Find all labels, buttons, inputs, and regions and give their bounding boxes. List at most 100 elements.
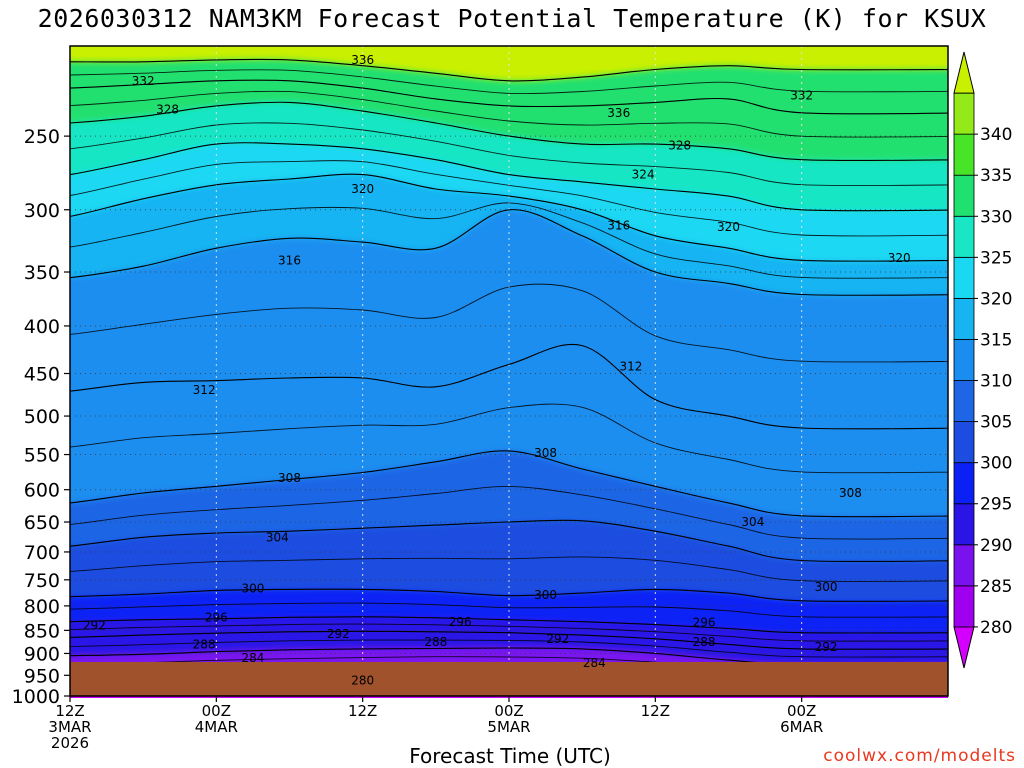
- contour-label-text: 280: [351, 673, 374, 687]
- x-tick-label: 12Z: [55, 702, 84, 720]
- contour-label-21: 300: [815, 580, 838, 594]
- contour-308: [70, 450, 948, 518]
- y-tick-label: 350: [24, 262, 60, 284]
- contour-mid-332: [70, 69, 948, 95]
- contour-label-text: 324: [632, 168, 655, 182]
- colorbar-label: 305: [980, 413, 1012, 433]
- colorbar-swatch: [953, 256, 975, 299]
- x-tick-label: 6MAR: [780, 718, 823, 736]
- contour-324: [70, 142, 948, 212]
- colorbar-label: 335: [980, 166, 1012, 186]
- contour-label-25: 292: [83, 619, 106, 633]
- contour-mid-316: [70, 202, 948, 279]
- contour-label-text: 320: [717, 220, 740, 234]
- contour-label-text: 288: [193, 637, 216, 651]
- y-tick-label: 550: [24, 445, 60, 467]
- colorbar-swatch: [953, 297, 975, 340]
- contour-label-23: 296: [449, 615, 472, 629]
- contour-mid-312: [70, 283, 948, 363]
- source-credit: coolwx.com/modelts: [823, 746, 1016, 766]
- colorbar-swatch: [953, 585, 975, 628]
- contour-mid-288: [70, 639, 948, 658]
- contour-316: [70, 209, 948, 296]
- colorbar-swatch: [953, 339, 975, 381]
- contour-label-text: 312: [193, 383, 216, 397]
- contour-label-11: 320: [888, 251, 911, 265]
- contour-label-text: 328: [156, 102, 179, 116]
- contour-label-text: 328: [668, 139, 691, 153]
- y-tick-label: 400: [24, 316, 60, 338]
- contour-label-text: 292: [83, 619, 106, 633]
- contour-label-text: 296: [205, 610, 228, 624]
- contour-296: [70, 616, 948, 634]
- x-tick-label: 4MAR: [195, 718, 238, 736]
- contour-label-20: 300: [534, 588, 557, 602]
- contour-label-29: 288: [193, 637, 216, 651]
- contour-label-2: 332: [790, 88, 813, 102]
- contour-label-18: 304: [266, 530, 289, 544]
- colorbar-label: 330: [980, 207, 1012, 227]
- y-tick-label: 850: [24, 620, 60, 642]
- contour-label-text: 288: [693, 635, 716, 649]
- contour-label-text: 284: [241, 651, 264, 665]
- colorbar-label: 280: [980, 618, 1012, 638]
- ground-surface: [70, 662, 948, 696]
- y-tick-label: 650: [24, 512, 60, 534]
- contour-mid-328: [70, 90, 948, 138]
- contour-label-15: 308: [278, 471, 301, 485]
- contour-label-text: 312: [619, 359, 642, 373]
- x-tick-label: 00Z: [494, 702, 523, 720]
- contour-292: [70, 630, 948, 650]
- contour-label-text: 304: [741, 515, 764, 529]
- contour-label-16: 308: [839, 486, 862, 500]
- contour-lines: [70, 58, 948, 685]
- contour-label-text: 320: [351, 182, 374, 196]
- x-axis-label: Forecast Time (UTC): [409, 744, 611, 768]
- contour-label-text: 336: [607, 106, 630, 120]
- colorbar-label: 295: [980, 495, 1012, 515]
- contour-label-27: 292: [546, 632, 569, 646]
- y-tick-label: 900: [24, 643, 60, 665]
- contour-328: [70, 101, 948, 162]
- contour-label-text: 292: [546, 632, 569, 646]
- contour-label-10: 316: [278, 253, 301, 267]
- contour-label-text: 300: [534, 588, 557, 602]
- contour-mid-320: [70, 160, 948, 237]
- contour-label-text: 320: [888, 251, 911, 265]
- contour-label-26: 292: [327, 627, 350, 641]
- x-tick-label: 2026: [51, 734, 89, 752]
- contour-label-text: 316: [607, 219, 630, 233]
- y-tick-label: 950: [24, 665, 60, 687]
- contour-label-0: 336: [351, 53, 374, 67]
- colorbar-swatch: [953, 503, 975, 546]
- contour-300: [70, 588, 948, 602]
- contour-label-text: 308: [534, 446, 557, 460]
- x-tick-label: 12Z: [641, 702, 670, 720]
- grid-lines: [70, 46, 948, 697]
- y-tick-label: 500: [24, 406, 60, 428]
- x-tick-label: 5MAR: [487, 718, 530, 736]
- contour-label-text: 288: [424, 635, 447, 649]
- y-tick-label: 250: [24, 126, 60, 148]
- colorbar-swatch: [953, 380, 975, 422]
- contour-label-7: 320: [351, 182, 374, 196]
- contour-label-3: 328: [156, 102, 179, 116]
- contour-320: [70, 173, 948, 262]
- colorbar-swatch: [953, 544, 975, 587]
- contour-mid-300: [70, 556, 948, 582]
- y-tick-label: 600: [24, 480, 60, 502]
- colorbar-label: 325: [980, 248, 1012, 268]
- x-tick-label: 12Z: [348, 702, 377, 720]
- contour-label-19: 300: [241, 581, 264, 595]
- contour-label-text: 296: [449, 615, 472, 629]
- contour-label-text: 296: [693, 616, 716, 630]
- y-axis: 2503003504004505005506006507007508008509…: [12, 126, 70, 708]
- contour-label-28: 292: [815, 640, 838, 654]
- contour-label-34: 280: [351, 673, 374, 687]
- colorbar-label: 290: [980, 536, 1012, 556]
- contour-label-text: 316: [278, 253, 301, 267]
- colorbar-label: 285: [980, 577, 1012, 597]
